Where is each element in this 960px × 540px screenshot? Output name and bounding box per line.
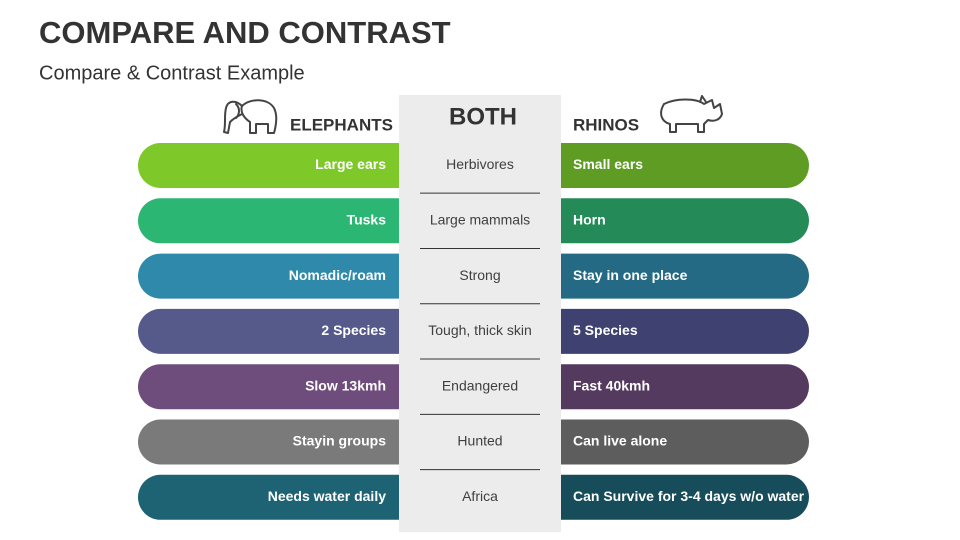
elephant-pill	[138, 198, 428, 244]
shared-trait: Strong	[459, 267, 500, 283]
rhino-pill	[530, 308, 809, 354]
elephant-trait: Nomadic/roam	[289, 267, 386, 283]
shared-trait: Endangered	[442, 377, 518, 393]
rhino-pill	[530, 364, 809, 410]
rhino-trait: Can Survive for 3-4 days w/o water	[573, 488, 805, 504]
shared-trait: Herbivores	[446, 156, 514, 172]
elephant-trait: 2 Species	[321, 322, 386, 338]
rhino-trait: Small ears	[573, 156, 643, 172]
elephant-trait: Slow 13kmh	[305, 377, 386, 393]
rhino-pill	[530, 143, 809, 188]
elephant-pill	[138, 253, 428, 299]
rhino-trait: Horn	[573, 212, 606, 228]
rhino-trait: Fast 40kmh	[573, 377, 650, 393]
rhino-pill	[530, 198, 809, 244]
shared-trait: Tough, thick skin	[428, 322, 532, 338]
elephants-header: ELEPHANTS	[290, 115, 393, 134]
rows: Large ears Small ears Tusks Horn Nomadic/roa…	[138, 143, 809, 520]
elephant-trait: Stayin groups	[293, 433, 387, 449]
shared-trait: Hunted	[457, 433, 502, 449]
subtitle: Compare & Contrast Example	[39, 62, 305, 84]
elephant-pill	[138, 308, 428, 354]
elephant-pill	[138, 143, 428, 188]
rhino-pill	[530, 419, 809, 465]
elephant-trait: Needs water daily	[268, 488, 386, 504]
shared-trait: Large mammals	[430, 212, 530, 228]
elephant-pill	[138, 364, 428, 410]
both-column	[399, 95, 561, 532]
elephant-trait: Large ears	[315, 156, 386, 172]
rhino-pill	[530, 474, 809, 520]
elephant-trait: Tusks	[347, 212, 387, 228]
rhino-pill	[530, 253, 809, 299]
rhino-icon	[660, 95, 723, 133]
rhinos-header: RHINOS	[573, 115, 639, 134]
elephant-pill	[138, 419, 428, 465]
shared-trait: Africa	[462, 488, 498, 504]
elephant-pill	[138, 474, 428, 520]
rhino-trait: 5 Species	[573, 322, 638, 338]
rhino-trait: Stay in one place	[573, 267, 688, 283]
middle-items: Herbivores Large mammals Strong Tough, thic…	[420, 156, 540, 504]
both-header: BOTH	[449, 103, 517, 130]
elephant-icon	[223, 99, 278, 134]
rhino-trait: Can live alone	[573, 433, 667, 449]
title: COMPARE AND CONTRAST	[39, 15, 451, 50]
